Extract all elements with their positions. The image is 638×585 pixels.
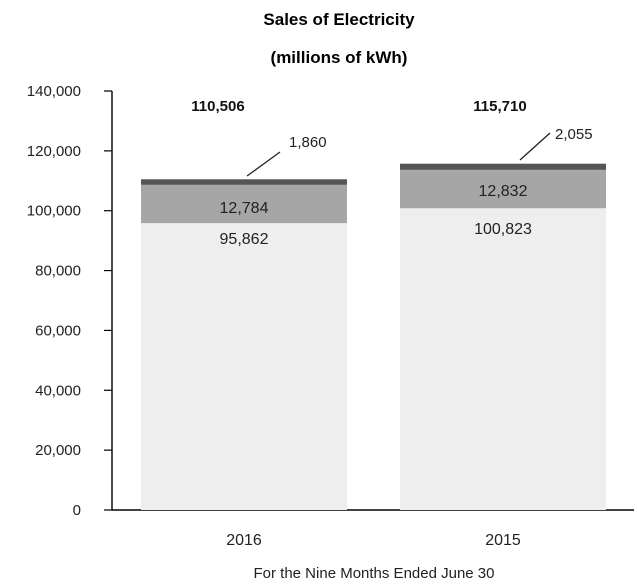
x-tick-label: 2015 bbox=[485, 532, 521, 549]
y-tick-label: 80,000 bbox=[35, 263, 81, 280]
x-axis-label: For the Nine Months Ended June 30 bbox=[254, 565, 495, 582]
bar-segment bbox=[141, 223, 347, 510]
bar-segment bbox=[141, 179, 347, 185]
y-tick-label: 0 bbox=[73, 502, 81, 519]
x-tick-label: 2016 bbox=[226, 532, 262, 549]
y-tick-label: 140,000 bbox=[27, 83, 81, 100]
y-tick-label: 60,000 bbox=[35, 322, 81, 339]
bar-segment bbox=[141, 184, 347, 224]
data-label-top-segment: 2,055 bbox=[555, 126, 593, 143]
chart-title: Sales of Electricity bbox=[263, 10, 415, 29]
data-label-leader-line bbox=[246, 151, 281, 177]
plot-layer: 0 20,000 40,000 60,000 80,000 100,000 120,000 1… bbox=[27, 83, 634, 549]
bar-segment bbox=[400, 208, 606, 510]
data-label-top-segment: 1,860 bbox=[289, 134, 327, 151]
data-label-leader-line bbox=[519, 132, 551, 161]
bar-segment bbox=[400, 163, 606, 170]
y-tick-label: 120,000 bbox=[27, 143, 81, 160]
data-label-middle-segment: 12,784 bbox=[220, 200, 269, 217]
y-tick-label: 40,000 bbox=[35, 382, 81, 399]
data-label-lower-segment: 95,862 bbox=[220, 231, 269, 248]
data-label-middle-segment: 12,832 bbox=[479, 183, 528, 200]
data-label-lower-segment: 100,823 bbox=[474, 221, 532, 238]
y-tick-label: 20,000 bbox=[35, 442, 81, 459]
bar-segment bbox=[400, 169, 606, 209]
chart-subtitle: (millions of kWh) bbox=[271, 48, 408, 67]
total-label: 110,506 bbox=[191, 98, 244, 115]
total-label: 115,710 bbox=[473, 98, 526, 115]
chart-title-group: Sales of Electricity (millions of kWh) bbox=[263, 10, 415, 67]
y-tick-label: 100,000 bbox=[27, 203, 81, 220]
